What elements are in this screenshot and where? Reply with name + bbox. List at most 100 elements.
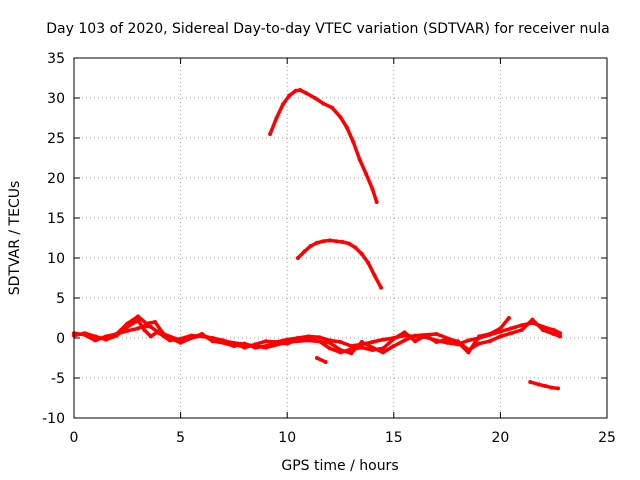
data-point [556, 386, 560, 391]
data-point [351, 140, 356, 144]
data-point [125, 321, 130, 326]
data-point [321, 239, 326, 244]
data-point [242, 345, 247, 350]
data-point [321, 101, 326, 106]
data-point [144, 321, 149, 326]
data-point [93, 334, 98, 339]
data-point [434, 340, 439, 344]
data-point [302, 249, 307, 254]
grid-layer [74, 58, 607, 418]
data-point [308, 244, 313, 248]
data-point [317, 335, 322, 340]
x-tick-label: 5 [176, 430, 185, 446]
data-point [466, 350, 471, 355]
data-point [487, 332, 492, 336]
series-layer [72, 88, 563, 391]
data-point [338, 115, 343, 120]
data-point [330, 105, 334, 110]
data-point [178, 338, 183, 343]
data-point [372, 273, 377, 278]
data-point [293, 88, 298, 93]
data-point [541, 328, 545, 332]
data-point [114, 332, 119, 336]
data-point [82, 331, 87, 336]
y-tick-label: 30 [47, 91, 65, 107]
data-point [370, 187, 375, 192]
x-tick-label: 25 [598, 430, 616, 446]
data-point [323, 360, 328, 364]
data-point [287, 93, 292, 98]
tick-layer: 0 5 10 15 20 25 -10 -5 0 5 10 15 20 25 30 35 [42, 51, 616, 446]
data-point [466, 338, 471, 343]
data-point [349, 351, 354, 356]
data-point [136, 326, 140, 331]
data-point [353, 245, 358, 250]
data-point [370, 345, 375, 350]
data-point [298, 88, 302, 92]
data-point [315, 240, 319, 245]
data-point [268, 132, 273, 136]
data-point [506, 316, 511, 320]
data-point [349, 344, 354, 348]
data-point [334, 239, 339, 244]
y-axis-label: SDTVAR / TECUs [7, 181, 23, 296]
data-point [551, 332, 556, 336]
data-point [242, 342, 247, 347]
data-point [93, 338, 98, 343]
data-point [381, 337, 386, 342]
data-point [543, 384, 548, 388]
x-tick-label: 20 [491, 430, 509, 446]
data-point [364, 172, 369, 176]
data-point [370, 340, 375, 344]
data-point [359, 252, 364, 256]
y-tick-label: -5 [51, 371, 65, 387]
data-point [498, 334, 503, 339]
data-point [402, 330, 407, 335]
y-tick-label: 35 [47, 51, 65, 67]
data-point [359, 340, 364, 344]
y-tick-label: -10 [42, 411, 65, 427]
y-tick-label: 20 [47, 171, 65, 187]
data-point [519, 323, 524, 328]
x-tick-label: 10 [278, 430, 296, 446]
data-point [558, 334, 563, 339]
data-point [153, 320, 157, 324]
data-point [295, 256, 300, 260]
data-point [104, 337, 108, 342]
data-point [315, 356, 319, 360]
data-point [509, 331, 514, 336]
data-point [359, 345, 364, 350]
data-point [357, 157, 362, 162]
data-point [549, 385, 554, 390]
data-point [381, 346, 386, 351]
x-tick-label: 0 [70, 430, 79, 446]
series-line-baseline-c [114, 314, 511, 355]
data-point [413, 333, 418, 338]
data-point [528, 380, 533, 384]
data-point [344, 125, 349, 130]
data-point [338, 340, 343, 344]
series-line-arc-high [268, 88, 379, 204]
data-point [434, 332, 439, 336]
x-tick-label: 15 [385, 430, 403, 446]
plot-frame [73, 57, 608, 419]
data-point [148, 324, 153, 329]
data-point [340, 240, 345, 244]
data-point [530, 317, 535, 322]
data-point [445, 340, 450, 345]
data-point [477, 334, 482, 339]
data-point [519, 328, 524, 332]
data-point [306, 338, 311, 343]
x-axis-label: GPS time / hours [281, 458, 398, 474]
data-point [366, 260, 371, 265]
data-point [285, 340, 290, 344]
y-tick-label: 10 [47, 251, 65, 267]
data-point [199, 333, 204, 338]
y-tick-label: 5 [56, 291, 65, 307]
data-point [304, 91, 309, 96]
data-point [274, 116, 279, 120]
data-point [391, 344, 396, 348]
data-point [327, 340, 332, 345]
data-point [455, 340, 460, 344]
